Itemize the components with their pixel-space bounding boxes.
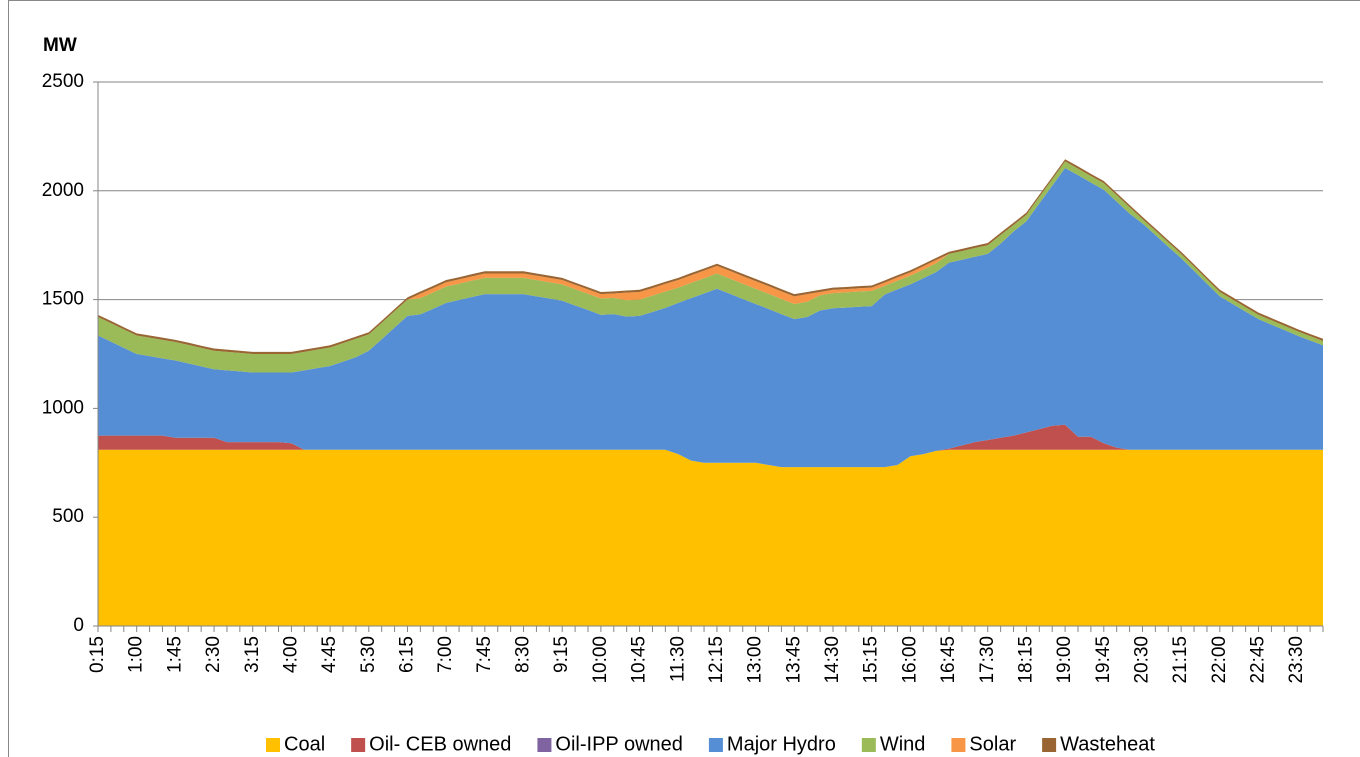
areas: [98, 159, 1323, 626]
x-tick-label: 1:45: [164, 636, 185, 673]
x-tick-label: 10:45: [629, 636, 650, 684]
x-tick-label: 1:00: [126, 636, 147, 673]
y-axis-label: MW: [43, 35, 77, 56]
legend-swatch: [1042, 738, 1057, 752]
legend-swatch: [708, 738, 723, 752]
legend: Coal Oil- CEB owned Oil-IPP owned Major Hyd…: [266, 733, 1155, 755]
axes: 0 500 1000 1500 2000 2500 0:15 1:00 1:45 2:30 3:15…: [42, 71, 1324, 684]
y-tick-label: 2000: [42, 180, 84, 201]
x-tick-label: 22:00: [1209, 636, 1230, 684]
legend-swatch: [537, 738, 552, 752]
x-tick-label: 3:15: [242, 636, 263, 673]
legend-label: Solar: [969, 733, 1016, 755]
legend-swatch: [951, 738, 966, 752]
x-tick-label: 13:00: [745, 636, 766, 684]
area: [98, 161, 1323, 373]
x-tick-label: 7:45: [474, 636, 495, 673]
x-tick-label: 21:15: [1170, 636, 1191, 684]
x-tick-label: 23:30: [1286, 636, 1307, 684]
x-tick-label: 16:45: [938, 636, 959, 684]
area: [98, 449, 1323, 626]
x-tick-label: 12:15: [706, 636, 727, 684]
x-tick-label: 7:00: [435, 636, 456, 673]
x-tick-label: 0:15: [87, 636, 108, 673]
x-tick-label: 19:00: [1054, 636, 1075, 684]
legend-label: Oil-IPP owned: [555, 733, 682, 755]
x-tick-label: 5:30: [358, 636, 379, 673]
x-tick-label: 22:45: [1248, 636, 1269, 684]
legend-label: Major Hydro: [727, 733, 836, 755]
legend-label: Coal: [284, 733, 325, 755]
x-tick-label: 2:30: [203, 636, 224, 673]
x-tick-label: 18:15: [1015, 636, 1036, 684]
y-tick-label: 0: [73, 615, 84, 636]
y-tick-label: 1000: [42, 397, 84, 418]
x-tick-label: 16:00: [899, 636, 920, 684]
x-tick-label: 19:45: [1093, 636, 1114, 684]
legend-swatch: [351, 738, 366, 752]
x-tick-label: 10:00: [590, 636, 611, 684]
x-tick-label: 11:30: [667, 636, 688, 682]
x-tick-label: 9:15: [551, 636, 572, 673]
legend-label: Wasteheat: [1060, 733, 1155, 755]
y-tick-label: 2500: [42, 71, 84, 92]
x-tick-label: 15:15: [861, 636, 882, 684]
x-tick-label: 4:45: [319, 636, 340, 673]
y-tick-label: 500: [52, 506, 84, 527]
area: [98, 167, 1323, 468]
x-tick-label: 8:30: [513, 636, 534, 673]
area: [98, 424, 1323, 468]
x-tick-label: 6:15: [396, 636, 417, 673]
x-tick-label: 20:30: [1131, 636, 1152, 684]
x-tick-label: 14:30: [822, 636, 843, 684]
x-tick-label: 17:30: [977, 636, 998, 684]
legend-swatch: [266, 738, 281, 752]
legend-label: Wind: [880, 733, 926, 755]
x-tick-label: 4:00: [280, 636, 301, 673]
legend-label: Oil- CEB owned: [369, 733, 511, 755]
legend-swatch: [861, 738, 876, 752]
y-tick-label: 1500: [42, 289, 84, 310]
x-tick-label: 13:45: [783, 636, 804, 684]
